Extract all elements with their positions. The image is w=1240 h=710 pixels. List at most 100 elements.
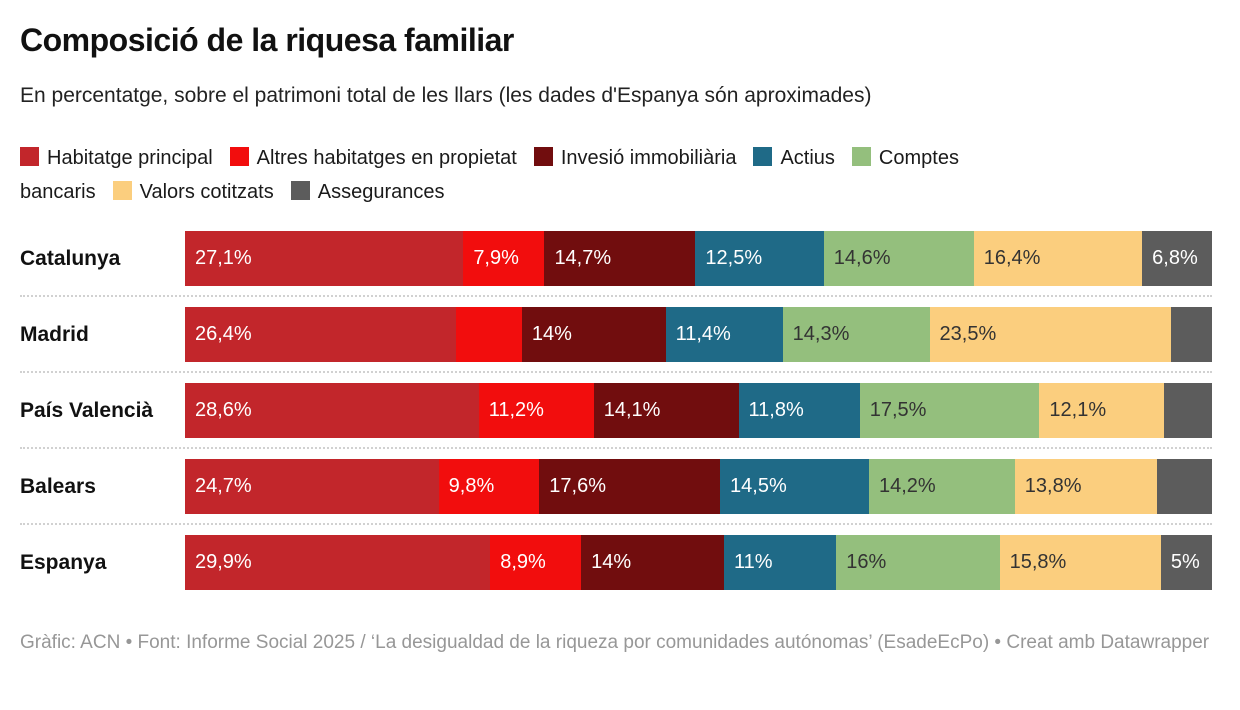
bar-segment-value: 17,5% bbox=[869, 399, 927, 421]
stacked-bar: 26,4% 14% 11,4% 14,3% 23,5% bbox=[185, 307, 1212, 362]
row-separator bbox=[20, 295, 1212, 297]
bar-segment[interactable]: 12,1% bbox=[1039, 383, 1164, 438]
chart-row: Madrid 26,4% 14% 11,4% 14,3% 23,5% bbox=[20, 307, 1212, 362]
bar-segment[interactable]: 16,4% bbox=[973, 231, 1143, 286]
bar-segment[interactable]: 28,6% bbox=[185, 383, 479, 438]
stacked-bar: 29,9% 8,9% 14% 11% 16% 15,8% 5% bbox=[185, 535, 1212, 590]
chart-row: Catalunya 27,1% 7,9% 14,7% 12,5% 14,6% 16,4% 6,… bbox=[20, 231, 1212, 286]
legend-item: Actius bbox=[753, 147, 835, 169]
bar-segment-value: 11,4% bbox=[675, 323, 731, 345]
bar-segment-value: 16,4% bbox=[983, 247, 1041, 269]
bar-segment[interactable]: 12,5% bbox=[695, 231, 824, 286]
bar-segment[interactable]: 13,8% bbox=[1014, 459, 1157, 514]
bar-segment-value: 23,5% bbox=[939, 323, 997, 345]
bar-segment[interactable]: 14,7% bbox=[544, 231, 696, 286]
bar-segment-value: 27,1% bbox=[195, 247, 252, 269]
bar-segment[interactable]: 11,2% bbox=[478, 383, 594, 438]
bar-segment[interactable]: 14,6% bbox=[823, 231, 974, 286]
bar-segment-value: 14,1% bbox=[603, 399, 661, 421]
row-label: Balears bbox=[20, 474, 96, 498]
chart-row: Balears 24,7% 9,8% 17,6% 14,5% 14,2% 13,8% bbox=[20, 459, 1212, 514]
legend-swatch-icon bbox=[20, 147, 39, 166]
bar-segment-value: 29,9% bbox=[195, 551, 252, 573]
legend-swatch-icon bbox=[753, 147, 773, 166]
bar-segment[interactable]: 23,5% bbox=[929, 307, 1171, 362]
bar-segment[interactable]: 5% bbox=[1160, 535, 1212, 590]
stacked-bar: 24,7% 9,8% 17,6% 14,5% 14,2% 13,8% bbox=[185, 459, 1212, 514]
bar-segment-value: 7,9% bbox=[473, 247, 519, 269]
bar-segment[interactable]: 14% bbox=[521, 307, 666, 362]
bar-segment-value: 24,7% bbox=[195, 475, 252, 497]
footer-credits: Gràfic: ACN • Font: Informe Social 2025 … bbox=[20, 632, 1210, 653]
legend-swatch-icon bbox=[290, 181, 310, 200]
bar-segment[interactable] bbox=[1170, 307, 1212, 362]
legend-item: Comptes bbox=[851, 147, 959, 169]
legend-label: bancaris bbox=[20, 181, 96, 203]
bar-segment-value: 28,6% bbox=[195, 399, 252, 421]
bar-segment[interactable]: 17,6% bbox=[539, 459, 721, 514]
bar-segment[interactable]: 14,2% bbox=[868, 459, 1015, 514]
legend-label: Altres habitatges en propietat bbox=[256, 147, 517, 169]
bar-segment-value: 15,8% bbox=[1009, 551, 1067, 573]
legend-label: Invesió immobiliària bbox=[560, 147, 737, 169]
bar-segment[interactable] bbox=[1156, 459, 1212, 514]
legend-swatch-icon bbox=[851, 147, 871, 166]
bar-segment[interactable]: 17,5% bbox=[859, 383, 1040, 438]
row-label: País Valencià bbox=[20, 398, 154, 422]
legend-item: Assegurances bbox=[290, 181, 445, 203]
legend-line: Habitatge principal Altres habitatges en … bbox=[20, 141, 1212, 175]
legend-label: Valors cotitzats bbox=[139, 181, 274, 203]
legend-item: Altres habitatges en propietat bbox=[229, 147, 517, 169]
bar-segment-value: 14,2% bbox=[878, 475, 936, 497]
bar-segment-value: 12,1% bbox=[1049, 399, 1107, 421]
row-separator bbox=[20, 371, 1212, 373]
bar-segment[interactable]: 14,1% bbox=[593, 383, 739, 438]
bar-segment[interactable]: 11,8% bbox=[738, 383, 860, 438]
bar-segment[interactable]: 26,4% bbox=[185, 307, 457, 362]
legend: Habitatge principal Altres habitatges en … bbox=[20, 141, 1212, 209]
bar-segment[interactable]: 9,8% bbox=[438, 459, 540, 514]
legend-item: bancaris bbox=[20, 181, 96, 203]
bar-segment-value: 14% bbox=[531, 323, 572, 345]
legend-line: bancaris Valors cotitzats Assegurances bbox=[20, 175, 1212, 209]
bar-segment[interactable]: 14% bbox=[581, 535, 724, 590]
bar-segment[interactable]: 24,7% bbox=[185, 459, 439, 514]
chart-row: Espanya 29,9% 8,9% 14% 11% 16% 15,8% 5% bbox=[20, 535, 1212, 590]
bar-segment-value: 14,3% bbox=[792, 323, 850, 345]
bar-segment[interactable]: 6,8% bbox=[1142, 231, 1212, 286]
bar-segment[interactable]: 16% bbox=[836, 535, 1000, 590]
bar-segment[interactable]: 11,4% bbox=[665, 307, 783, 362]
bar-segment[interactable]: 11% bbox=[724, 535, 837, 590]
bar-segment[interactable]: 8,9% bbox=[490, 535, 582, 590]
legend-label: Assegurances bbox=[317, 181, 445, 203]
bar-segment-value: 11,2% bbox=[488, 399, 544, 421]
bar-segment-value: 11,8% bbox=[748, 399, 804, 421]
row-label: Espanya bbox=[20, 550, 107, 574]
bar-segment-value: 6,8% bbox=[1152, 247, 1198, 269]
bar-segment-value: 12,5% bbox=[705, 247, 763, 269]
bar-segment[interactable]: 29,9% bbox=[185, 535, 491, 590]
bar-segment-value: 13,8% bbox=[1024, 475, 1082, 497]
legend-label: Habitatge principal bbox=[47, 147, 213, 169]
row-separator bbox=[20, 447, 1212, 449]
chart-title: Composició de la riquesa familiar bbox=[20, 22, 514, 58]
legend-swatch-icon bbox=[533, 147, 553, 166]
bar-segment[interactable]: 14,5% bbox=[720, 459, 869, 514]
bar-segment[interactable]: 14,3% bbox=[782, 307, 930, 362]
chart-subtitle: En percentatge, sobre el patrimoni total… bbox=[20, 84, 872, 107]
bar-segment[interactable]: 7,9% bbox=[463, 231, 545, 286]
legend-item: Valors cotitzats bbox=[112, 181, 274, 203]
bar-segment-value: 26,4% bbox=[195, 323, 252, 345]
bar-segment-value: 5% bbox=[1170, 551, 1200, 573]
bar-segment[interactable]: 27,1% bbox=[185, 231, 464, 286]
bar-segment[interactable]: 15,8% bbox=[999, 535, 1161, 590]
bar-segment-value: 14% bbox=[591, 551, 632, 573]
bar-segment-value: 17,6% bbox=[549, 475, 607, 497]
bar-segment-value: 14,7% bbox=[554, 247, 612, 269]
bar-segment-value: 14,6% bbox=[833, 247, 891, 269]
legend-swatch-icon bbox=[112, 181, 132, 200]
bar-segment-value: 8,9% bbox=[500, 551, 546, 573]
bar-segment[interactable] bbox=[1163, 383, 1212, 438]
bar-segment[interactable] bbox=[456, 307, 522, 362]
